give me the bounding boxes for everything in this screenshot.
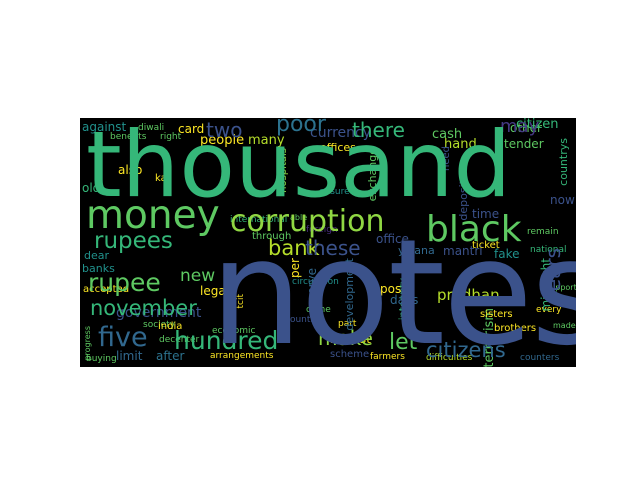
cloud-word: rupees <box>94 228 173 254</box>
cloud-word: cash <box>432 127 463 142</box>
cloud-word: banks <box>82 262 115 275</box>
cloud-word: counters <box>520 353 560 363</box>
cloud-word: benefits <box>110 132 147 142</box>
cloud-word: accepted <box>83 284 130 295</box>
cloud-word: part <box>338 319 357 329</box>
cloud-word: notes <box>210 208 576 367</box>
cloud-word: make <box>318 326 373 350</box>
cloud-word: november <box>90 296 197 320</box>
word-cloud-panel: diwali benefits right ka economic decent… <box>80 118 576 367</box>
cloud-word: black <box>426 209 522 250</box>
cloud-word: citizen <box>516 118 559 132</box>
cloud-word: through <box>252 231 292 242</box>
cloud-word: bank <box>268 236 320 260</box>
cloud-word: citizens <box>426 338 506 362</box>
cloud-word: circulation <box>292 277 339 287</box>
cloud-word: honest <box>330 332 371 346</box>
cloud-word: diwali <box>138 123 165 133</box>
cloud-word: now <box>550 193 575 207</box>
cloud-word: come <box>306 305 331 315</box>
cloud-word: other <box>510 121 542 135</box>
cloud-word: national <box>530 245 567 255</box>
cloud-word: international <box>230 215 288 225</box>
cloud-word: brothers <box>494 323 537 334</box>
cloud-word: buying <box>86 354 117 364</box>
cloud-word: these <box>305 236 361 260</box>
cloud-word: rupee <box>88 268 161 297</box>
cloud-word: yojana <box>398 244 435 257</box>
cloud-word: days <box>390 293 419 307</box>
cloud-word: time <box>472 207 500 221</box>
cloud-word: may <box>500 118 540 137</box>
cloud-word: government <box>116 305 202 321</box>
cloud-word: hand <box>444 137 477 152</box>
cloud-word: tender <box>504 137 544 151</box>
cloud-word: office <box>376 232 409 246</box>
cloud-word: ensure <box>319 187 350 197</box>
cloud-word: old <box>82 181 101 195</box>
cloud-word: ka <box>155 173 167 184</box>
cloud-word: foreign <box>306 225 338 235</box>
cloud-word: hundred <box>174 326 279 355</box>
cloud-word: there <box>352 118 405 142</box>
cloud-word: ticket <box>472 240 500 251</box>
cloud-word: people <box>200 133 245 148</box>
cloud-word: able <box>290 213 308 222</box>
cloud-word: fake <box>494 247 520 261</box>
cloud-word: many <box>248 133 285 148</box>
cloud-word: post <box>380 282 406 296</box>
cloud-word: legal <box>200 284 230 298</box>
cloud-word: money <box>86 193 220 238</box>
cloud-word: difficulties <box>426 353 473 363</box>
cloud-word: poor <box>276 118 326 137</box>
cloud-word: after <box>156 349 185 363</box>
cloud-word: also <box>118 163 143 177</box>
cloud-word: card <box>178 122 205 136</box>
cloud-word: five <box>98 322 148 353</box>
cloud-word: thousand <box>86 118 512 218</box>
cloud-word: support <box>546 283 576 292</box>
cloud-word: society <box>143 320 176 330</box>
cloud-word: every <box>536 305 562 315</box>
cloud-word: economic <box>212 326 256 336</box>
cloud-word: right <box>160 132 182 142</box>
cloud-word: countrys <box>557 138 570 186</box>
cloud-word: corruption <box>230 204 385 239</box>
cloud-word: offices <box>320 141 356 154</box>
cloud-word: dear <box>84 249 110 262</box>
cloud-word: new <box>180 266 216 286</box>
cloud-word: scheme <box>330 349 370 360</box>
cloud-word: remain <box>527 227 559 237</box>
cloud-word: pradhan <box>437 286 500 304</box>
cloud-word: country <box>285 315 320 325</box>
cloud-word: against <box>82 120 127 134</box>
cloud-word: decenter <box>159 335 200 345</box>
cloud-word: limit <box>116 349 143 363</box>
cloud-word: two <box>206 118 243 142</box>
cloud-word: made <box>553 321 576 330</box>
cloud-word: mantri <box>443 244 483 258</box>
cloud-word: india <box>158 321 183 332</box>
cloud-word: let <box>389 330 418 355</box>
cloud-word: currency <box>310 125 371 141</box>
cloud-word: sisters <box>480 309 513 320</box>
cloud-word: arrangements <box>210 351 274 361</box>
cloud-word: farmers <box>370 352 405 362</box>
